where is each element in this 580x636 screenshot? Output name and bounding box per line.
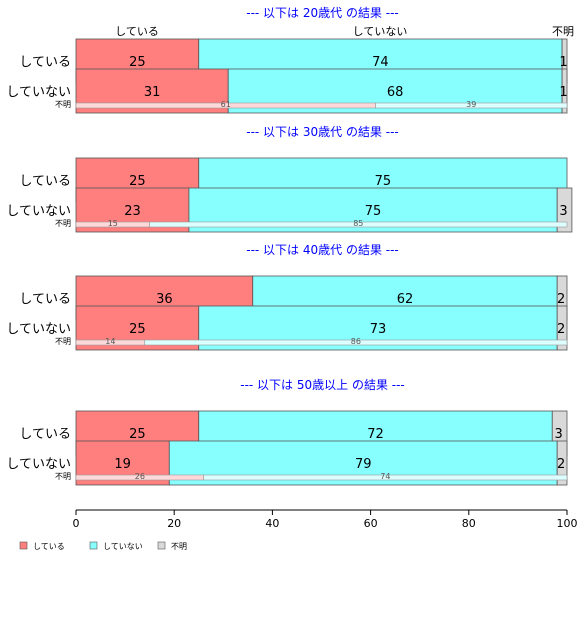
panel-title: --- 以下は 30歳代 の結果 ---: [246, 125, 399, 139]
unknown-bar-segment: [203, 474, 568, 481]
bar-value-label: 3: [554, 427, 562, 442]
row-label: していない: [6, 85, 71, 100]
bar-value-label: 73: [370, 322, 387, 337]
panel-title: --- 以下は 20歳代 の結果 ---: [246, 6, 399, 20]
unknown-row-label: 不明: [55, 337, 71, 346]
unknown-value-label: 14: [105, 337, 115, 346]
unknown-value-label: 39: [466, 100, 476, 109]
bar-value-label: 68: [387, 85, 404, 100]
bar-value-label: 25: [129, 174, 146, 189]
bar-value-label: 75: [375, 174, 392, 189]
top-category-label: 不明: [552, 25, 574, 38]
row-label: している: [19, 55, 71, 70]
bar-value-label: 79: [355, 457, 372, 472]
bar-value-label: 62: [397, 292, 414, 307]
unknown-value-label: 26: [135, 472, 145, 481]
unknown-value-label: 74: [380, 472, 390, 481]
unknown-row-label: 不明: [55, 472, 71, 481]
panel-title: --- 以下は 50歳以上 の結果 ---: [240, 378, 405, 392]
bar-value-label: 1: [559, 85, 567, 100]
bar-value-label: 2: [557, 292, 565, 307]
unknown-value-label: 15: [108, 219, 118, 228]
bar-value-label: 3: [559, 204, 567, 219]
legend-label: 不明: [171, 542, 187, 551]
row-label: している: [19, 427, 71, 442]
bar-segment: [556, 305, 568, 351]
bar-value-label: 74: [372, 55, 389, 70]
top-category-label: している: [115, 25, 159, 38]
legend-label: している: [33, 542, 65, 551]
unknown-row-label: 不明: [55, 219, 71, 228]
unknown-bar-segment: [149, 221, 568, 228]
row-label: している: [19, 174, 71, 189]
x-tick-label: 0: [73, 517, 80, 530]
x-tick-label: 60: [364, 517, 378, 530]
legend-swatch: [157, 541, 166, 550]
legend-swatch: [89, 541, 98, 550]
unknown-row-label: 不明: [55, 100, 71, 109]
legend-label: していない: [103, 542, 143, 551]
unknown-value-label: 85: [353, 219, 363, 228]
x-tick-label: 100: [557, 517, 578, 530]
bar-segment: [561, 68, 568, 114]
x-tick-label: 40: [265, 517, 279, 530]
x-tick-label: 20: [167, 517, 181, 530]
row-label: している: [19, 292, 71, 307]
bar-value-label: 75: [365, 204, 382, 219]
bar-value-label: 72: [367, 427, 384, 442]
unknown-bar-segment: [375, 102, 568, 109]
bar-segment: [556, 187, 573, 233]
row-label: していない: [6, 457, 71, 472]
unknown-value-label: 86: [351, 337, 361, 346]
top-category-label: していない: [353, 25, 408, 38]
bar-value-label: 25: [129, 55, 146, 70]
bar-value-label: 25: [129, 322, 146, 337]
bar-segment: [556, 440, 568, 486]
unknown-value-label: 61: [221, 100, 231, 109]
bar-value-label: 19: [114, 457, 131, 472]
bar-value-label: 23: [124, 204, 141, 219]
row-label: していない: [6, 204, 71, 219]
bar-value-label: 2: [557, 457, 565, 472]
bar-value-label: 1: [559, 55, 567, 70]
bar-value-label: 36: [156, 292, 173, 307]
panel-title: --- 以下は 40歳代 の結果 ---: [246, 243, 399, 257]
legend-swatch: [19, 541, 28, 550]
unknown-bar-segment: [144, 339, 568, 346]
x-tick-label: 80: [462, 517, 476, 530]
bar-value-label: 25: [129, 427, 146, 442]
bar-value-label: 31: [144, 85, 161, 100]
bar-value-label: 2: [557, 322, 565, 337]
row-label: していない: [6, 322, 71, 337]
